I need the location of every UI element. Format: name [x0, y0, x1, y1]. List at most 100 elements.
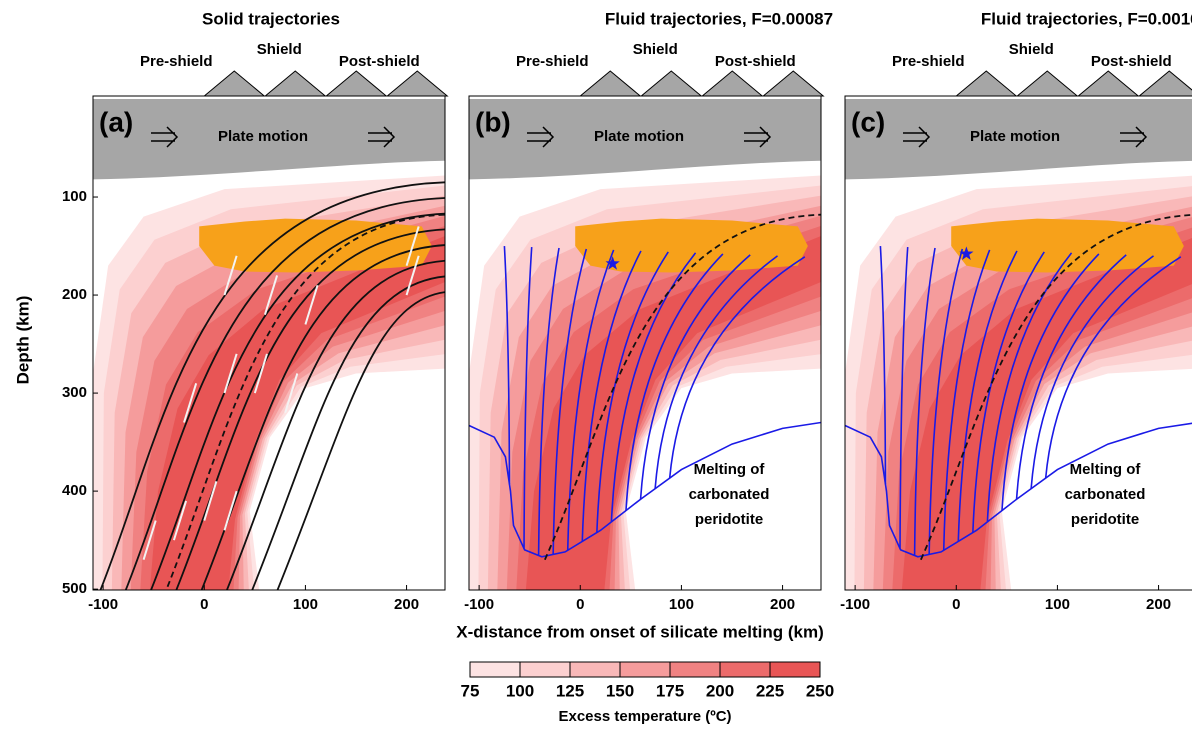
volcano [639, 70, 703, 97]
fluid-trajectory [503, 245, 511, 485]
motion-arrow [744, 126, 772, 148]
flow-arrow [263, 275, 279, 315]
motion-arrow [903, 126, 931, 148]
temperature-band [525, 235, 821, 590]
motion-arrow [527, 126, 555, 148]
x-tick-label: 200 [770, 596, 795, 613]
fluid-trajectory [986, 252, 1073, 522]
x-axis-label: X-distance from onset of silicate meltin… [456, 622, 823, 641]
motion-arrow [151, 126, 179, 148]
flow-arrow [223, 353, 238, 394]
panel-label: (b) [475, 106, 511, 137]
x-tick-label: -100 [464, 596, 494, 613]
plot-area [469, 99, 821, 590]
annotation: Melting of [694, 461, 766, 478]
dashed-trajectory [165, 213, 445, 590]
melt-region [575, 218, 808, 273]
y-tick-label: 200 [62, 286, 87, 303]
flow-arrow [304, 284, 319, 325]
colorbar-cell [469, 661, 521, 678]
fluid-trajectory [654, 255, 778, 489]
fluid-trajectory [879, 245, 887, 485]
star-marker [605, 256, 620, 270]
colorbar-tick-label: 150 [606, 681, 634, 700]
panel-title: Fluid trajectories, F=0.00165 [981, 9, 1192, 28]
dashed-trajectory [920, 214, 1192, 561]
solid-trajectory [150, 212, 445, 590]
flow-arrow [223, 490, 238, 531]
fluid-trajectory [957, 250, 1018, 542]
volcano [700, 70, 764, 97]
volcano [954, 70, 1018, 97]
fluid-trajectory [1030, 255, 1154, 489]
fluid-trajectory [913, 247, 936, 556]
fluid-trajectory [552, 248, 588, 555]
stage-label: Post-shield [715, 53, 796, 70]
stage-label: Post-shield [339, 53, 420, 70]
melt-region [199, 218, 432, 273]
volcano [263, 70, 327, 97]
flow-arrow [405, 255, 420, 296]
flow-arrow [253, 353, 268, 394]
colorbar-cell [719, 661, 771, 678]
solid-trajectory [276, 291, 445, 590]
fluid-trajectory [899, 246, 909, 549]
plot-area [93, 99, 445, 590]
plate-label: Plate motion [970, 128, 1060, 145]
flow-arrow [183, 382, 198, 423]
annotation: carbonated [1065, 486, 1146, 503]
y-tick-label: 300 [62, 384, 87, 401]
motion-arrow [368, 126, 396, 148]
y-tick-label: 100 [62, 188, 87, 205]
y-axis-label: Depth (km) [13, 296, 32, 385]
melt-region [951, 218, 1184, 273]
flow-arrow [203, 481, 218, 521]
colorbar-tick-label: 175 [656, 681, 684, 700]
x-tick-label: -100 [840, 596, 870, 613]
flow-arrow [142, 520, 157, 561]
volcano [578, 70, 642, 97]
volcano [202, 70, 266, 97]
x-tick-label: 100 [1045, 596, 1070, 613]
solid-trajectory [99, 181, 445, 590]
x-tick-label: 0 [952, 596, 960, 613]
fluid-trajectory [596, 251, 669, 533]
y-tick-label: 400 [62, 482, 87, 499]
panel-label: (a) [99, 106, 133, 137]
colorbar-cell [519, 661, 571, 678]
lithosphere [845, 99, 1192, 180]
flow-arrow [223, 255, 238, 296]
fluid-trajectory [639, 254, 751, 500]
colorbar-tick-label: 200 [706, 681, 734, 700]
stage-label: Shield [633, 41, 678, 58]
fluid-trajectory [537, 247, 560, 556]
fluid-trajectory [625, 253, 724, 511]
fluid-trajectory [1044, 256, 1182, 479]
flow-arrow [405, 226, 420, 266]
volcano [324, 70, 388, 97]
star-marker [959, 246, 974, 260]
colorbar-cell [669, 661, 721, 678]
x-tick-label: 0 [576, 596, 584, 613]
plate-label: Plate motion [594, 128, 684, 145]
solid-trajectory [225, 259, 445, 590]
stage-label: Post-shield [1091, 53, 1172, 70]
temperature-band [149, 235, 445, 590]
stage-label: Pre-shield [892, 53, 965, 70]
x-tick-label: 0 [200, 596, 208, 613]
lithosphere [469, 99, 821, 180]
colorbar-tick-label: 100 [506, 681, 534, 700]
dashed-trajectory [544, 213, 821, 561]
annotation: carbonated [689, 486, 770, 503]
solid-trajectory [124, 197, 445, 590]
annotation: peridotite [695, 511, 763, 528]
plot-area [845, 99, 1192, 590]
colorbar-cell [619, 661, 671, 678]
x-tick-label: 100 [293, 596, 318, 613]
stage-label: Shield [1009, 41, 1054, 58]
colorbar-label: Excess temperature (ºC) [558, 708, 731, 725]
panel-title: Solid trajectories [202, 9, 340, 28]
x-tick-label: 100 [669, 596, 694, 613]
